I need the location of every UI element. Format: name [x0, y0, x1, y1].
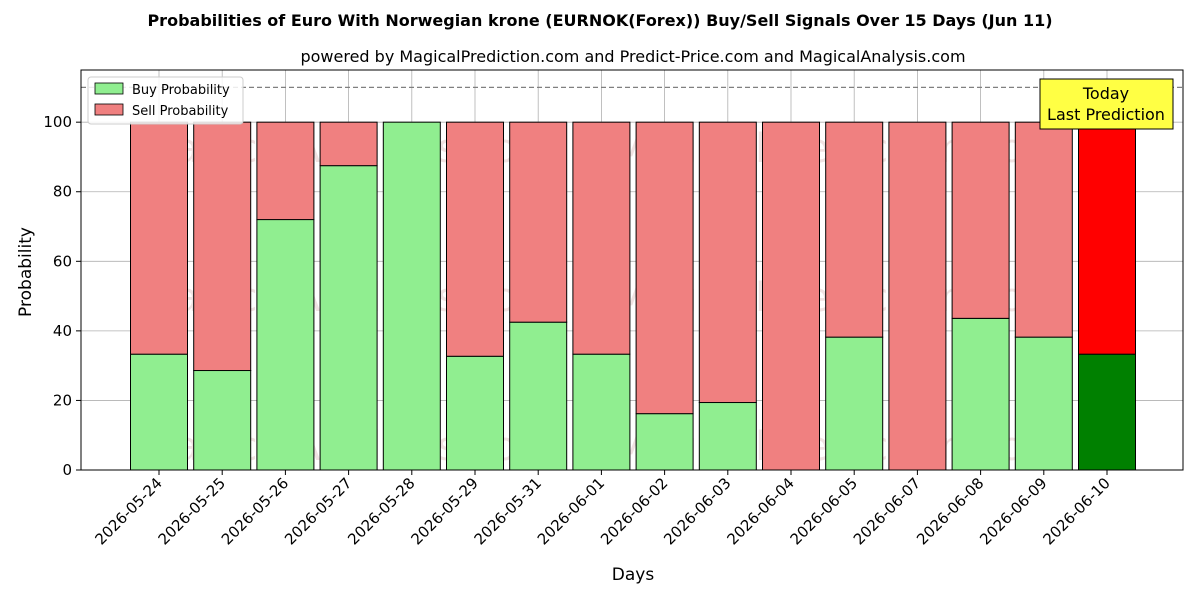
x-tick-label: 2026-05-31 — [471, 474, 545, 548]
y-axis-label: Probability — [16, 227, 36, 317]
x-tick-label: 2026-06-02 — [597, 474, 671, 548]
plot-frame — [80, 69, 1184, 471]
today-annotation-line-2: Last Prediction — [1047, 105, 1165, 124]
x-tick-label: 2026-06-01 — [534, 474, 608, 548]
x-tick-label: 2026-06-03 — [660, 474, 734, 548]
x-tick-label: 2026-06-10 — [1039, 474, 1113, 548]
y-tick-label: 0 — [62, 461, 72, 479]
bar-sell — [572, 121, 631, 355]
bar-sell — [319, 121, 378, 167]
bar-sell — [635, 121, 694, 415]
bar-buy — [319, 165, 378, 471]
bar-buy — [951, 317, 1010, 471]
legend: Buy Probability Sell Probability — [87, 76, 244, 125]
today-annotation-box — [1039, 78, 1174, 130]
bar-buy — [382, 121, 441, 471]
today-annotation-line-1: Today — [1082, 84, 1129, 103]
bar-sell — [446, 121, 504, 357]
chart-subtitle: powered by MagicalPrediction.com and Pre… — [300, 47, 965, 66]
bar-sell — [256, 121, 315, 221]
bar-buy — [509, 321, 568, 471]
bar-buy — [572, 353, 631, 471]
bar-buy — [130, 353, 188, 471]
x-axis-label: Days — [612, 565, 655, 585]
x-tick-label: 2026-06-04 — [723, 474, 797, 548]
x-tick-label: 2026-06-07 — [850, 474, 924, 548]
x-tick-label: 2026-05-26 — [218, 474, 292, 548]
legend-swatch-sell — [94, 103, 124, 116]
bar-sell — [193, 121, 252, 372]
x-tick-label: 2026-05-25 — [155, 474, 229, 548]
x-tick-label: 2026-05-27 — [281, 474, 355, 548]
today-annotation: Today Last Prediction — [1039, 78, 1174, 130]
bar-sell — [509, 121, 568, 323]
bar-buy — [698, 402, 757, 471]
y-axis: 0 20 40 60 80 100 — [43, 113, 81, 479]
bar-sell — [951, 121, 1010, 319]
bar-buy — [1078, 353, 1136, 471]
bar-buy — [256, 219, 315, 471]
legend-box — [87, 76, 244, 125]
bar-buy — [635, 413, 694, 471]
bar-sell — [1078, 121, 1136, 355]
bar-sell — [1014, 121, 1073, 338]
bar-buy — [193, 370, 252, 471]
bar-sell — [888, 121, 947, 471]
y-tick-label: 80 — [53, 183, 72, 201]
x-tick-label: 2026-05-24 — [91, 474, 165, 548]
bar-buy — [825, 336, 884, 471]
bar-buy — [446, 355, 504, 471]
bar-buy — [1014, 336, 1073, 471]
bar-sell — [698, 121, 757, 404]
y-tick-label: 20 — [53, 391, 72, 409]
x-tick-label: 2026-05-28 — [344, 474, 418, 548]
bar-sell — [825, 121, 884, 338]
chart-title: Probabilities of Euro With Norwegian kro… — [147, 11, 1052, 30]
legend-swatch-buy — [94, 82, 124, 95]
bars — [130, 121, 1136, 471]
bar-sell — [130, 121, 188, 355]
legend-label-buy: Buy Probability — [132, 83, 230, 98]
bar-sell — [762, 121, 820, 471]
y-tick-label: 40 — [53, 322, 72, 340]
x-tick-label: 2026-06-05 — [787, 474, 861, 548]
x-axis: 2026-05-242026-05-252026-05-262026-05-27… — [91, 470, 1114, 548]
legend-label-sell: Sell Probability — [132, 104, 229, 119]
x-tick-label: 2026-05-29 — [407, 474, 481, 548]
y-tick-label: 60 — [53, 252, 72, 270]
y-tick-label: 100 — [43, 113, 72, 131]
x-tick-label: 2026-06-08 — [913, 474, 987, 548]
x-tick-label: 2026-06-09 — [976, 474, 1050, 548]
